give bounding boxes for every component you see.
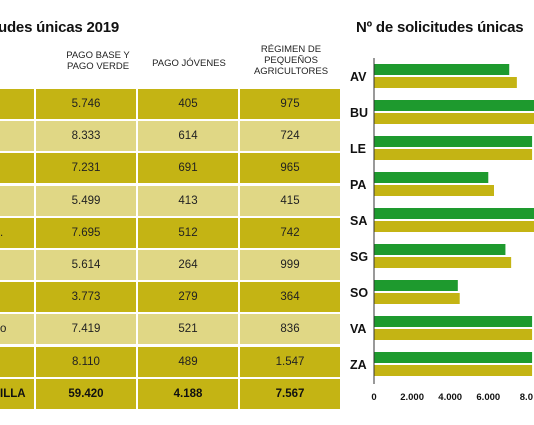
table-cell: 364 <box>240 282 340 313</box>
table-cell: 7.419 <box>36 314 136 345</box>
category-label: LE <box>350 142 366 156</box>
bar-green <box>374 208 534 219</box>
row-label: o <box>0 314 34 345</box>
col-header-pago-jovenes: PAGO JÓVENES <box>152 58 226 69</box>
table-cell: 999 <box>240 250 340 280</box>
category-label: SA <box>350 214 367 228</box>
row-label <box>0 121 34 152</box>
bar-green <box>374 352 533 363</box>
col-header-pago-base: PAGO BASE Y PAGO VERDE <box>66 50 130 72</box>
category-label: BU <box>350 106 368 120</box>
x-tick-label: 0 <box>371 392 376 403</box>
row-label <box>0 185 34 216</box>
category-label: AV <box>350 70 367 84</box>
table-cell: 59.420 <box>36 378 136 409</box>
chart-title: Nº de solicitudes únicas <box>356 19 524 36</box>
bar-yellow <box>374 329 533 340</box>
row-label <box>0 153 34 184</box>
page-title-left: udes únicas 2019 <box>0 19 120 36</box>
row-label <box>0 282 34 313</box>
bar-green <box>374 316 533 327</box>
row-label: ILLA <box>0 378 34 409</box>
x-tick-label: 8.0 <box>520 392 533 403</box>
table-cell: 7.231 <box>36 153 136 184</box>
bar-green <box>374 172 489 183</box>
table-cell: 3.773 <box>36 282 136 313</box>
row-label: . <box>0 217 34 248</box>
table-cell: 4.188 <box>138 378 238 409</box>
bar-yellow <box>374 221 534 232</box>
table-cell: 521 <box>138 314 238 345</box>
x-tick-label: 4.000 <box>438 392 462 403</box>
table-cell: 7.567 <box>240 378 340 409</box>
bar-green <box>374 244 506 255</box>
bar-green <box>374 100 534 111</box>
table-cell: 405 <box>138 89 238 119</box>
category-label: SO <box>350 286 368 300</box>
table-cell: 5.499 <box>36 185 136 216</box>
table-cell: 489 <box>138 346 238 377</box>
bar-green <box>374 280 458 291</box>
table-cell: 512 <box>138 217 238 248</box>
table-cell: 413 <box>138 185 238 216</box>
table-cell: 1.547 <box>240 346 340 377</box>
category-label: SG <box>350 250 368 264</box>
bar-yellow <box>374 365 533 376</box>
bar-yellow <box>374 293 460 304</box>
row-label <box>0 89 34 119</box>
table-cell: 279 <box>138 282 238 313</box>
bar-yellow <box>374 77 517 88</box>
table-cell: 8.333 <box>36 121 136 152</box>
category-label: PA <box>350 178 366 192</box>
category-label: ZA <box>350 358 367 372</box>
table-cell: 724 <box>240 121 340 152</box>
bar-green <box>374 64 510 75</box>
table-cell: 965 <box>240 153 340 184</box>
row-label <box>0 250 34 280</box>
table-cell: 5.614 <box>36 250 136 280</box>
table-cell: 7.695 <box>36 217 136 248</box>
bar-yellow <box>374 113 534 124</box>
table-cell: 975 <box>240 89 340 119</box>
category-label: VA <box>350 322 366 336</box>
bar-green <box>374 136 533 147</box>
row-label <box>0 346 34 377</box>
col-header-pequenos-agricultores: RÉGIMEN DE PEQUEÑOS AGRICULTORES <box>253 44 329 77</box>
bar-yellow <box>374 257 512 268</box>
table-cell: 415 <box>240 185 340 216</box>
table-cell: 836 <box>240 314 340 345</box>
table-cell: 742 <box>240 217 340 248</box>
x-tick-label: 6.000 <box>476 392 500 403</box>
bar-yellow <box>374 185 494 196</box>
table-cell: 264 <box>138 250 238 280</box>
table-cell: 8.110 <box>36 346 136 377</box>
x-tick-label: 2.000 <box>400 392 424 403</box>
bar-yellow <box>374 149 533 160</box>
table-cell: 614 <box>138 121 238 152</box>
table-cell: 5.746 <box>36 89 136 119</box>
table-cell: 691 <box>138 153 238 184</box>
